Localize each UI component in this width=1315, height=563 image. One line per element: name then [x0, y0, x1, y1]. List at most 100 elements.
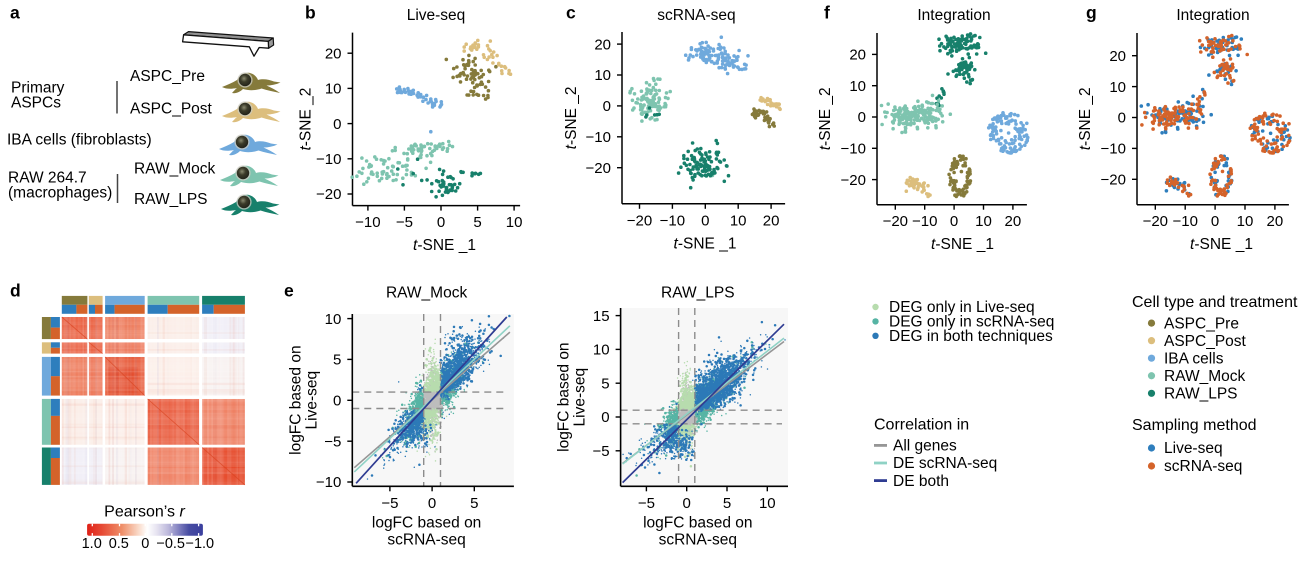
svg-text:−10: −10	[316, 474, 341, 491]
svg-text:−1.0: −1.0	[185, 536, 214, 552]
svg-text:10: 10	[594, 67, 611, 84]
svg-text:−10: −10	[586, 129, 611, 146]
svg-text:10: 10	[506, 214, 523, 231]
svg-text:0: 0	[333, 116, 341, 133]
svg-text:−0.5: −0.5	[156, 536, 185, 552]
svg-text:t-SNE _2: t-SNE _2	[817, 87, 834, 150]
svg-text:1.0: 1.0	[82, 536, 102, 552]
svg-text:0: 0	[141, 536, 149, 552]
svg-text:scRNA-seq: scRNA-seq	[659, 532, 737, 549]
svg-text:c: c	[566, 3, 576, 23]
svg-text:0: 0	[683, 495, 691, 512]
svg-text:10: 10	[593, 342, 610, 359]
svg-text:−10: −10	[660, 212, 685, 229]
svg-text:ASPC_Post: ASPC_Post	[1164, 333, 1247, 350]
svg-text:Primary: Primary	[11, 80, 65, 97]
svg-text:−10: −10	[1172, 213, 1197, 230]
svg-text:ASPC_Pre: ASPC_Pre	[1164, 315, 1239, 332]
svg-text:−20: −20	[627, 212, 652, 229]
svg-text:5: 5	[601, 375, 609, 392]
svg-text:−5: −5	[592, 443, 609, 460]
svg-text:b: b	[305, 3, 316, 23]
svg-text:−5: −5	[638, 495, 655, 512]
svg-text:5: 5	[473, 214, 481, 231]
svg-text:All genes: All genes	[893, 438, 957, 455]
svg-text:RAW_Mock: RAW_Mock	[1164, 368, 1245, 385]
svg-text:RAW_LPS: RAW_LPS	[661, 285, 735, 302]
svg-text:Live-seq: Live-seq	[407, 7, 466, 24]
svg-text:Cell type and treatment: Cell type and treatment	[1132, 294, 1298, 311]
svg-text:t-SNE _1: t-SNE _1	[674, 235, 737, 252]
svg-text:0.5: 0.5	[109, 536, 129, 552]
svg-text:20: 20	[594, 36, 611, 53]
svg-text:Pearson’s r: Pearson’s r	[104, 504, 185, 521]
svg-text:0: 0	[437, 214, 445, 231]
svg-text:g: g	[1086, 3, 1097, 23]
svg-text:−10: −10	[912, 213, 937, 230]
svg-text:ASPCs: ASPCs	[11, 95, 61, 112]
svg-text:DEG only in Live-seq: DEG only in Live-seq	[889, 299, 1035, 316]
svg-text:Live-seq: Live-seq	[303, 371, 320, 430]
svg-text:t-SNE _2: t-SNE _2	[1077, 87, 1094, 150]
svg-text:−20: −20	[1101, 172, 1126, 189]
svg-text:10: 10	[1109, 79, 1126, 96]
svg-text:20: 20	[1267, 213, 1284, 230]
svg-text:20: 20	[763, 212, 780, 229]
svg-text:10: 10	[849, 78, 866, 95]
svg-text:RAW_Mock: RAW_Mock	[134, 161, 215, 178]
svg-text:RAW_LPS: RAW_LPS	[1164, 386, 1238, 403]
svg-text:t-SNE _1: t-SNE _1	[931, 236, 994, 253]
svg-text:IBA cells (fibroblasts): IBA cells (fibroblasts)	[7, 132, 152, 149]
svg-text:0: 0	[701, 212, 709, 229]
svg-text:ASPC_Pre: ASPC_Pre	[130, 68, 205, 85]
svg-text:−20: −20	[316, 186, 341, 203]
svg-text:10: 10	[325, 311, 342, 328]
svg-text:0: 0	[1211, 213, 1219, 230]
svg-text:Sampling method: Sampling method	[1132, 417, 1257, 434]
svg-text:Integration: Integration	[917, 7, 990, 24]
svg-text:5: 5	[723, 495, 731, 512]
svg-text:0: 0	[428, 495, 436, 512]
svg-text:0: 0	[333, 393, 341, 410]
svg-text:e: e	[284, 281, 294, 301]
svg-text:Live-seq: Live-seq	[1164, 440, 1223, 457]
svg-text:20: 20	[1005, 213, 1022, 230]
svg-text:logFC based on: logFC based on	[643, 515, 752, 532]
svg-text:t-SNE _1: t-SNE _1	[413, 237, 476, 254]
svg-text:f: f	[824, 3, 830, 23]
svg-text:−10: −10	[355, 214, 380, 231]
svg-text:logFC based on: logFC based on	[556, 342, 573, 451]
svg-text:(macrophages): (macrophages)	[8, 185, 112, 202]
svg-text:−20: −20	[1143, 213, 1168, 230]
svg-text:20: 20	[849, 47, 866, 64]
svg-text:0: 0	[601, 409, 609, 426]
svg-text:t-SNE _2: t-SNE _2	[298, 88, 315, 151]
svg-text:0: 0	[858, 109, 866, 126]
svg-text:t-SNE _1: t-SNE _1	[1190, 236, 1253, 253]
svg-text:logFC based on: logFC based on	[372, 515, 481, 532]
svg-text:10: 10	[759, 495, 776, 512]
svg-text:IBA cells: IBA cells	[1164, 350, 1224, 367]
svg-text:10: 10	[975, 213, 992, 230]
svg-text:DE both: DE both	[893, 473, 949, 490]
svg-text:−5: −5	[324, 433, 341, 450]
svg-text:DEG in both techniques: DEG in both techniques	[889, 328, 1053, 345]
svg-text:−20: −20	[841, 172, 866, 189]
svg-text:−10: −10	[1101, 141, 1126, 158]
svg-text:−20: −20	[883, 213, 908, 230]
svg-text:20: 20	[325, 45, 342, 62]
svg-text:0: 0	[1118, 110, 1126, 127]
svg-text:0: 0	[950, 213, 958, 230]
svg-text:scRNA-seq: scRNA-seq	[387, 532, 465, 549]
svg-text:15: 15	[593, 308, 610, 325]
svg-text:−5: −5	[381, 495, 398, 512]
svg-text:DEG only in scRNA-seq: DEG only in scRNA-seq	[889, 314, 1054, 331]
svg-text:RAW_LPS: RAW_LPS	[134, 191, 208, 208]
svg-text:−10: −10	[841, 141, 866, 158]
svg-text:−5: −5	[396, 214, 413, 231]
svg-text:−10: −10	[316, 151, 341, 168]
svg-text:scRNA-seq: scRNA-seq	[657, 7, 735, 24]
svg-text:Correlation in: Correlation in	[874, 417, 969, 434]
svg-text:RAW_Mock: RAW_Mock	[386, 285, 467, 302]
svg-text:RAW 264.7: RAW 264.7	[8, 170, 87, 187]
